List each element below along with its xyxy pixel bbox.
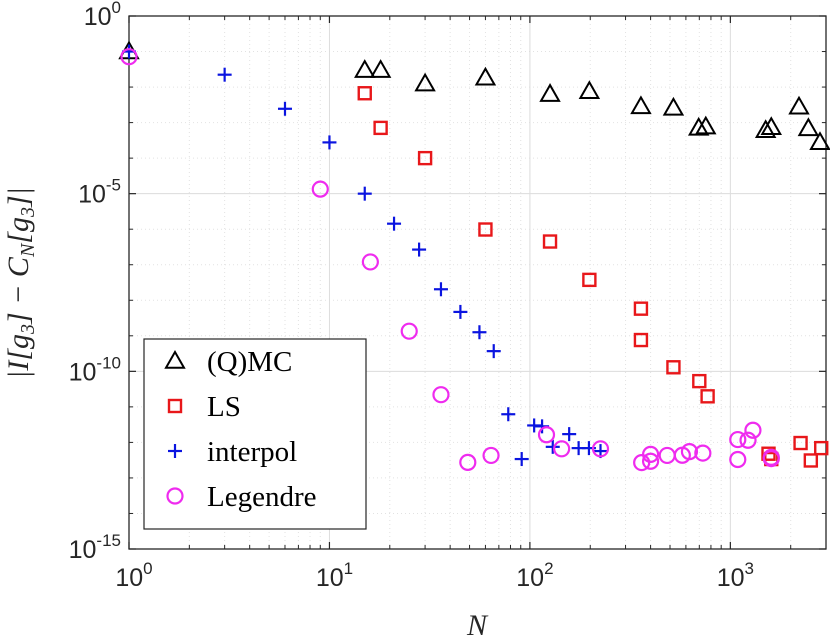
y-tick-label: 10-15 — [69, 531, 121, 564]
data-point — [641, 445, 660, 463]
data-point — [633, 301, 649, 316]
data-point — [412, 242, 427, 257]
axis-ticks — [128, 15, 827, 550]
data-point — [478, 222, 493, 237]
data-point — [433, 282, 448, 297]
data-point — [472, 325, 487, 340]
data-point — [578, 80, 601, 99]
legend-label: LS — [207, 391, 241, 423]
x-tick-labels: 100 101 102 103 — [115, 559, 754, 592]
data-point — [760, 116, 782, 135]
data-point — [788, 95, 810, 115]
data-point — [553, 440, 571, 458]
data-point — [322, 135, 337, 150]
legend-label: Legendre — [207, 481, 317, 513]
data-point — [311, 180, 329, 198]
data-point — [633, 332, 649, 348]
legend-entry: (Q)MC — [164, 346, 292, 378]
data-point — [542, 234, 558, 249]
axes-box — [128, 15, 827, 550]
data-point — [459, 453, 477, 471]
data-point — [400, 322, 418, 340]
data-point — [354, 59, 376, 78]
data-point — [217, 67, 232, 82]
legend-marker — [168, 444, 182, 458]
legend-entry: interpol — [168, 436, 297, 468]
data-point — [797, 117, 820, 137]
data-point — [680, 443, 699, 461]
data-point — [417, 150, 433, 166]
data-point — [539, 83, 561, 102]
data-point — [694, 444, 712, 462]
data-point — [537, 426, 556, 444]
data-point — [692, 373, 707, 389]
data-markers — [118, 40, 830, 472]
data-point — [486, 344, 501, 359]
data-point — [814, 440, 829, 456]
legend-marker — [166, 487, 184, 505]
legend-entry: LS — [167, 391, 241, 423]
data-point — [514, 452, 529, 467]
legend-marker — [164, 349, 186, 369]
x-tick-label: 101 — [316, 559, 353, 592]
data-point — [432, 386, 450, 404]
data-point — [754, 119, 777, 138]
legend-label: interpol — [207, 436, 297, 468]
data-point — [120, 48, 138, 66]
legend-entry: Legendre — [166, 481, 317, 513]
data-point — [562, 427, 577, 442]
data-point — [700, 389, 715, 404]
x-axis-label: N — [466, 609, 489, 641]
data-point — [666, 360, 681, 375]
data-point — [277, 101, 292, 116]
data-point — [545, 439, 560, 454]
y-tick-labels: 100 10-5 10-10 10-15 — [69, 0, 121, 564]
x-tick-label: 102 — [516, 559, 553, 592]
data-point — [369, 59, 392, 78]
data-point — [387, 216, 402, 231]
data-point — [414, 72, 436, 92]
data-point — [793, 435, 808, 451]
data-point — [739, 431, 757, 449]
series-legendre — [120, 48, 780, 472]
data-point — [662, 96, 685, 116]
data-point — [744, 421, 762, 439]
x-tick-label: 103 — [717, 559, 754, 592]
data-point — [687, 116, 710, 136]
data-point — [641, 452, 660, 470]
data-point — [762, 450, 780, 468]
legend-marker — [167, 398, 183, 414]
data-point — [729, 450, 747, 469]
data-point — [357, 186, 372, 201]
data-point — [474, 66, 497, 86]
data-point — [803, 453, 819, 468]
data-point — [809, 131, 830, 150]
svg-text:|I[g3] − CN[g3]|: |I[g3] − CN[g3]| — [2, 187, 39, 379]
y-tick-label: 10-5 — [78, 176, 121, 209]
data-point — [695, 115, 717, 135]
series-interpol — [122, 44, 608, 467]
data-point — [582, 272, 597, 288]
y-tick-label: 10-10 — [69, 353, 121, 386]
y-tick-label: 100 — [84, 0, 121, 31]
data-point — [630, 95, 652, 115]
legend-box — [143, 338, 367, 530]
series-ls — [357, 86, 829, 468]
y-axis-label: |I[g3] − CN[g3]| — [2, 187, 39, 379]
data-point — [361, 253, 379, 271]
data-point — [501, 407, 516, 422]
data-point — [453, 304, 468, 319]
data-point — [373, 120, 388, 136]
legend: (Q)MC LS interpol Legendre — [143, 338, 367, 530]
legend-label: (Q)MC — [207, 346, 292, 378]
data-point — [357, 86, 372, 101]
data-point — [482, 446, 500, 465]
x-tick-label: 100 — [115, 559, 152, 592]
data-point — [591, 440, 610, 458]
data-point — [729, 430, 747, 449]
